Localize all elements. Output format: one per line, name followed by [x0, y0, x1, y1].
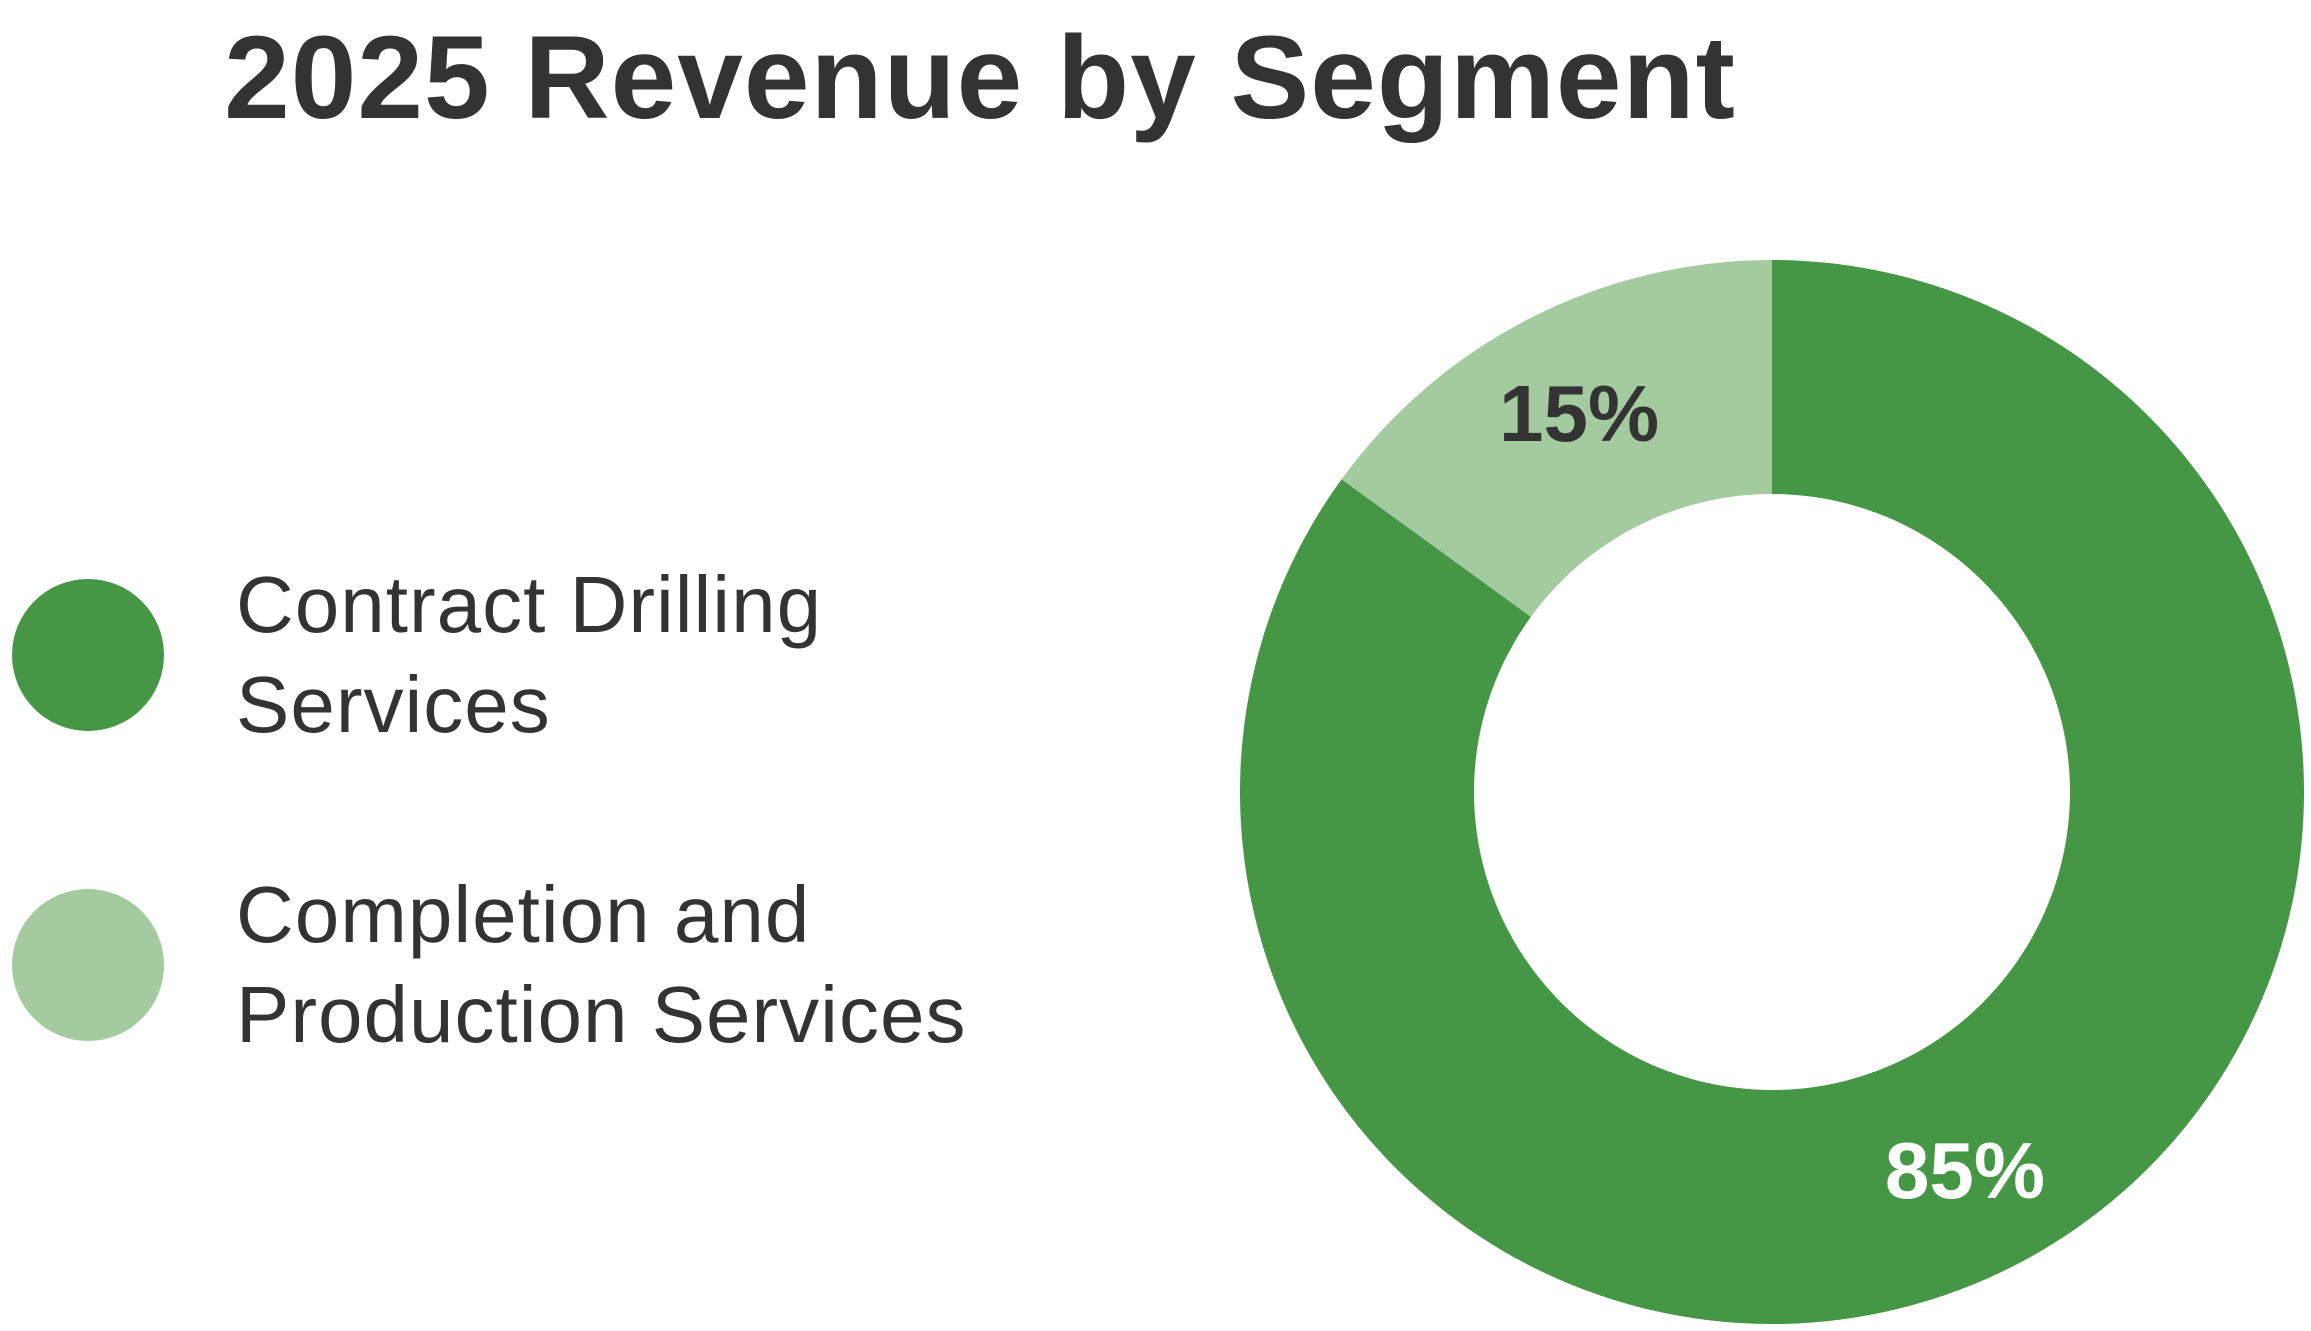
- donut-slice-0: [1239, 260, 2304, 1324]
- legend-swatch-contract-drilling: [12, 579, 164, 731]
- legend-label-completion-production: Completion and Production Services: [236, 870, 967, 1059]
- legend-label-contract-drilling: Contract Drilling Services: [236, 560, 823, 749]
- donut-slice-1: [1341, 260, 1772, 617]
- legend: Contract Drilling Services Completion an…: [12, 555, 1152, 1175]
- chart-title: 2025 Revenue by Segment: [224, 12, 1736, 144]
- donut-label-1: 15%: [1499, 369, 1659, 458]
- legend-item-completion-production: Completion and Production Services: [12, 865, 1152, 1065]
- donut-label-0: 85%: [1885, 1126, 2045, 1215]
- legend-item-contract-drilling: Contract Drilling Services: [12, 555, 1152, 755]
- donut-chart: 85% 15%: [1239, 260, 2304, 1324]
- legend-swatch-completion-production: [12, 889, 164, 1041]
